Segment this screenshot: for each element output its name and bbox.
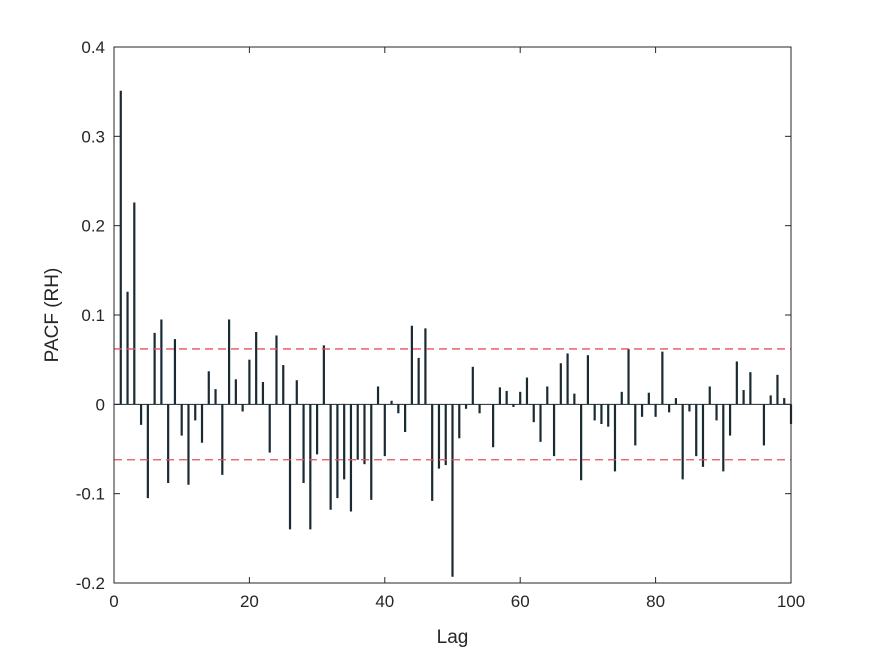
y-tick-label: 0.1 — [81, 306, 105, 325]
y-axis-label: PACF (RH) — [42, 268, 63, 363]
x-tick-label: 60 — [511, 592, 530, 611]
x-tick-label: 100 — [777, 592, 805, 611]
x-tick-label: 80 — [646, 592, 665, 611]
x-axis-label: Lag — [437, 627, 469, 648]
y-tick-label: 0.4 — [81, 38, 105, 57]
y-tick-label: 0 — [96, 395, 105, 414]
x-tick-label: 0 — [109, 592, 118, 611]
stem-series — [114, 90, 793, 577]
y-tick-label: 0.3 — [81, 127, 105, 146]
x-ticks: 0 20 40 60 80 100 — [109, 47, 805, 611]
y-ticks: -0.2 -0.1 0 0.1 0.2 0.3 0.4 — [76, 38, 791, 593]
y-tick-label: -0.2 — [76, 574, 105, 593]
confidence-bounds — [114, 348, 791, 461]
x-tick-label: 40 — [375, 592, 394, 611]
y-tick-label: 0.2 — [81, 217, 105, 236]
x-tick-label: 20 — [240, 592, 259, 611]
y-tick-label: -0.1 — [76, 485, 105, 504]
